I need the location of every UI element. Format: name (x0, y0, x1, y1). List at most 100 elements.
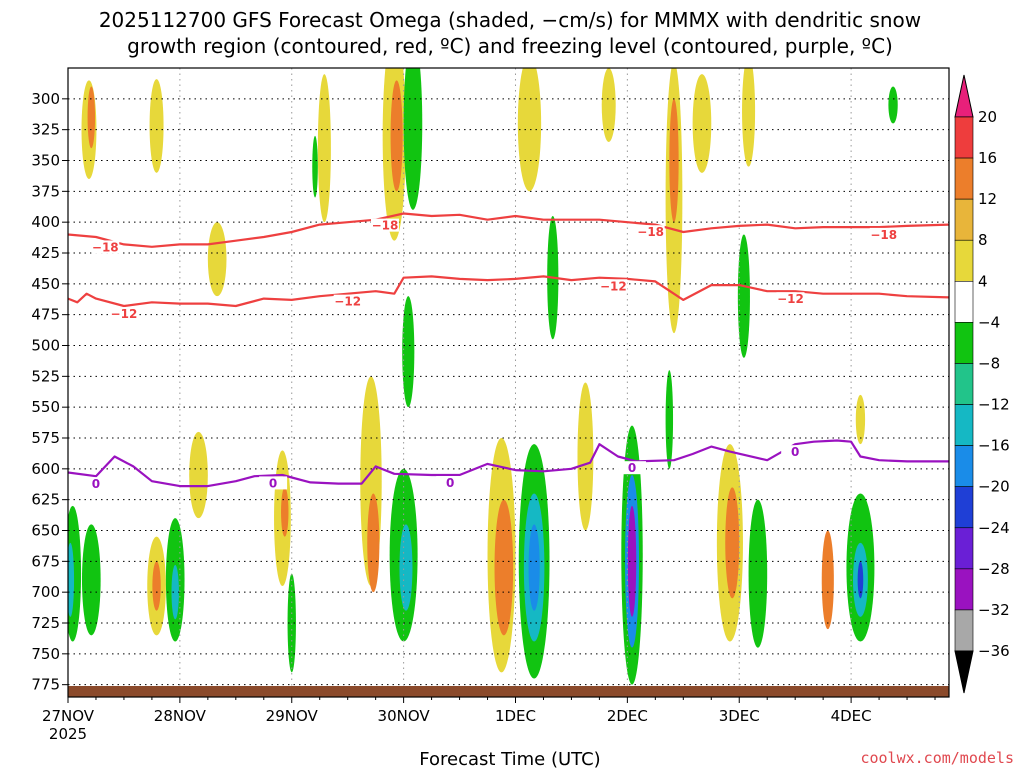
y-tick-label: 425 (31, 244, 60, 262)
x-tick-label: 29NOV (266, 707, 319, 725)
colorbar-bin (954, 157, 974, 200)
omega-shade-w-t3-yellow (207, 222, 227, 297)
contour-label-background (81, 477, 110, 491)
contour-label-dgz-bottom: −12 (334, 295, 361, 309)
colorbar-bin (954, 281, 974, 323)
omega-shade-w-t31-green (888, 86, 898, 124)
colorbar-label: −16 (978, 437, 1010, 455)
omega-shade-w-t16-blue (528, 524, 540, 611)
contour-label-background (436, 476, 465, 489)
omega-shade-w-t27-green (748, 499, 768, 648)
omega-shade-w-t12-orange (390, 80, 403, 192)
contour-label-background (869, 227, 898, 241)
contour-label-dgz-bottom: −12 (111, 307, 138, 321)
colorbar-label: −12 (978, 396, 1010, 414)
colorbar-label: −4 (978, 313, 1000, 331)
source-credit: coolwx.com/models (860, 749, 1014, 767)
omega-shade-w-t1-green (81, 524, 101, 636)
colorbar-label: −36 (978, 642, 1010, 660)
contour-label-background (109, 307, 138, 321)
colorbar-bin (954, 239, 974, 282)
omega-shade-w-t25-yellow (742, 68, 756, 167)
omega-shaded-regions (68, 68, 898, 685)
contour-label-background (781, 445, 810, 459)
y-tick-label: 450 (31, 275, 60, 293)
omega-shade-w-t24-green (737, 234, 750, 358)
y-tick-label: 650 (31, 522, 60, 540)
y-tick-label: 500 (31, 337, 60, 355)
omega-shade-w-t26-orange (725, 487, 740, 599)
omega-shade-w-t13-green (403, 68, 423, 210)
x-tick-label: 2DEC (607, 707, 648, 725)
x-tick-label: 27NOV (42, 707, 95, 725)
contour-label-dgz-bottom: −12 (600, 279, 627, 293)
contour-line-freezing-level (68, 439, 949, 488)
contour-label-freezing-level: 0 (446, 476, 454, 490)
y-tick-label: 550 (31, 398, 60, 416)
contour-label-dgz-top: −18 (637, 225, 664, 239)
colorbar-label: −24 (978, 519, 1010, 537)
y-tick-label: 475 (31, 306, 60, 324)
y-tick-label: 750 (31, 645, 60, 663)
temperature-contours: −18 −18 −18 −18 −12 −12 −12 −12 0 0 0 0 0 (68, 212, 949, 491)
colorbar-bin (954, 445, 974, 487)
contour-label-background (776, 292, 805, 306)
contour-label-dgz-top: −18 (92, 240, 119, 254)
colorbar-label: 16 (978, 149, 997, 167)
colorbar-bin (954, 322, 974, 364)
x-axis-title: Forecast Time (UTC) (419, 749, 600, 768)
omega-shade-w-t0-low2 (68, 542, 75, 617)
contour-label-background (370, 218, 399, 232)
omega-shade-w-t15-orange (494, 499, 514, 636)
x-tick-label: 28NOV (154, 707, 207, 725)
omega-shade-w-t30-blue (857, 561, 864, 599)
colorbar-label: −8 (978, 354, 1000, 372)
omega-shade-w-t7-orange (281, 487, 289, 537)
omega-shade-w-t9-green (312, 135, 318, 198)
contour-label-background (259, 476, 288, 490)
chart-title-line-1: 2025112700 GFS Forecast Omega (shaded, −… (99, 8, 921, 32)
colorbar-bin (954, 198, 974, 241)
y-tick-label: 675 (31, 552, 60, 570)
y-tick-label: 625 (31, 491, 60, 509)
omega-shade-w-t6-yellow (189, 431, 208, 519)
omega-shade-w-t32-yellow (855, 394, 866, 445)
omega-shade-w-t14-green (402, 296, 415, 408)
contour-label-dgz-bottom: −12 (777, 292, 804, 306)
contour-line-dgz-bottom (68, 275, 949, 308)
y-tick-label: 375 (31, 182, 60, 200)
colorbar-bin (954, 116, 974, 159)
omega-shade-w-t4-orange (152, 561, 161, 611)
colorbar-label: 4 (978, 272, 988, 290)
plot-area: −18 −18 −18 −18 −12 −12 −12 −12 0 0 0 0 0 (68, 68, 949, 697)
contour-label-freezing-level: 0 (92, 477, 100, 491)
omega-shade-w-t23-green (665, 370, 674, 469)
y-tick-label: 300 (31, 90, 60, 108)
colorbar-label: 20 (978, 108, 997, 126)
y-tick-label: 525 (31, 367, 60, 385)
contour-label-freezing-level: 0 (791, 445, 799, 459)
y-tick-label: 700 (31, 583, 60, 601)
contour-label-freezing-level: 0 (628, 461, 636, 475)
contour-label-background (618, 461, 647, 475)
colorbar-label: −32 (978, 601, 1010, 619)
x-tick-label: 30NOV (378, 707, 431, 725)
colorbar-bin (954, 568, 974, 611)
omega-shade-w-t10-orange (367, 493, 380, 593)
omega-shade-w-t9-yellow (317, 74, 331, 223)
colorbar-label: 8 (978, 231, 988, 249)
contour-label-freezing-level: 0 (269, 476, 277, 490)
colorbar-bottom-arrow (954, 650, 974, 694)
colorbar-bin (954, 609, 974, 652)
omega-shade-w-t21-yellow (601, 68, 616, 142)
colorbar-bin (954, 527, 974, 570)
omega-shade-w-t2-yellow (149, 79, 164, 173)
contour-line-dgz-top (68, 212, 949, 248)
x-tick-label: 1DEC (495, 707, 536, 725)
y-tick-label: 775 (31, 676, 60, 694)
y-tick-label: 350 (31, 152, 60, 170)
colorbar-label: −28 (978, 560, 1010, 578)
colorbar-bin (954, 404, 974, 446)
